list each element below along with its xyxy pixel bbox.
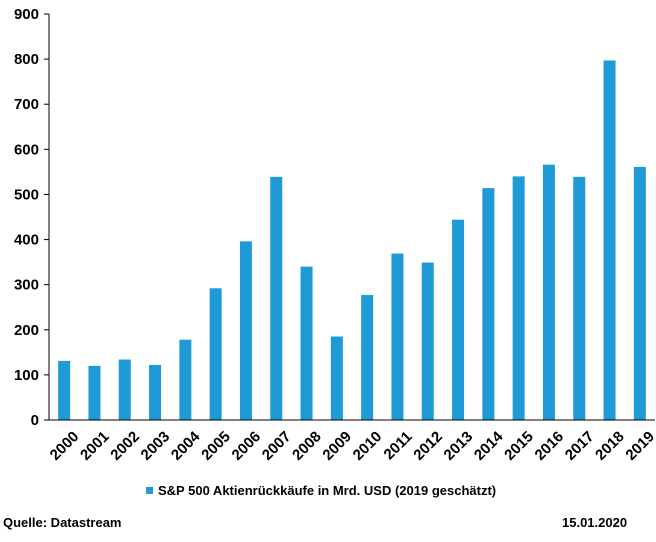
x-tick-label: 2013 xyxy=(441,428,477,464)
bar-2011 xyxy=(391,253,404,420)
bar-2016 xyxy=(542,164,555,420)
bar-2015 xyxy=(512,176,525,420)
bar-2005 xyxy=(209,288,222,420)
y-axis: 0 100 200 300 400 500 600 700 800 900 xyxy=(14,6,50,429)
bar-2007 xyxy=(270,176,283,420)
x-tick-label: 2002 xyxy=(107,428,143,464)
bar-2012 xyxy=(421,262,434,420)
y-tick-label: 800 xyxy=(14,51,39,68)
legend-label: S&P 500 Aktienrückkäufe in Mrd. USD (201… xyxy=(158,483,497,498)
x-axis: 2000200120022003200420052006200720082009… xyxy=(47,419,656,464)
x-tick-label: 2008 xyxy=(289,428,325,464)
bar-2018 xyxy=(603,60,616,420)
bar-2008 xyxy=(300,266,313,420)
x-tick-label: 2006 xyxy=(229,428,265,464)
x-tick-label: 2018 xyxy=(592,428,628,464)
x-tick-label: 2016 xyxy=(532,428,568,464)
y-tick-label: 600 xyxy=(14,141,39,158)
y-tick-label: 900 xyxy=(14,6,39,23)
bar-2017 xyxy=(573,176,586,420)
x-tick-label: 2004 xyxy=(168,428,204,464)
x-tick-label: 2017 xyxy=(562,428,598,464)
source-label: Quelle: Datastream xyxy=(3,515,122,530)
y-tick-label: 300 xyxy=(14,277,39,294)
y-tick-label: 400 xyxy=(14,232,39,249)
bar-2000 xyxy=(58,360,71,420)
y-tick-label: 500 xyxy=(14,186,39,203)
bar-2001 xyxy=(88,365,101,420)
x-tick-label: 2003 xyxy=(138,428,174,464)
bar-2009 xyxy=(330,336,343,420)
x-tick-label: 2000 xyxy=(47,428,83,464)
legend-swatch xyxy=(146,487,153,494)
x-tick-label: 2019 xyxy=(622,428,656,464)
bar-2002 xyxy=(118,359,131,420)
bar-2003 xyxy=(149,364,162,420)
x-tick-label: 2015 xyxy=(501,428,537,464)
x-tick-label: 2010 xyxy=(350,428,386,464)
bar-2004 xyxy=(179,339,192,420)
bars xyxy=(58,60,646,420)
x-tick-label: 2012 xyxy=(410,428,446,464)
bar-2019 xyxy=(633,166,646,420)
x-tick-label: 2014 xyxy=(471,428,507,464)
y-tick-label: 100 xyxy=(14,367,39,384)
y-tick-label: 0 xyxy=(31,412,39,429)
bar-2013 xyxy=(452,219,465,420)
bar-2014 xyxy=(482,188,495,420)
x-tick-label: 2011 xyxy=(381,428,416,463)
x-tick-label: 2009 xyxy=(319,428,355,464)
x-tick-label: 2007 xyxy=(259,428,295,464)
x-tick-label: 2001 xyxy=(77,428,113,464)
bar-2006 xyxy=(239,241,252,420)
legend: S&P 500 Aktienrückkäufe in Mrd. USD (201… xyxy=(146,483,496,498)
date-label: 15.01.2020 xyxy=(562,515,628,530)
y-tick-label: 700 xyxy=(14,96,39,113)
x-tick-label: 2005 xyxy=(198,428,234,464)
bar-2010 xyxy=(361,295,374,420)
y-tick-label: 200 xyxy=(14,322,39,339)
